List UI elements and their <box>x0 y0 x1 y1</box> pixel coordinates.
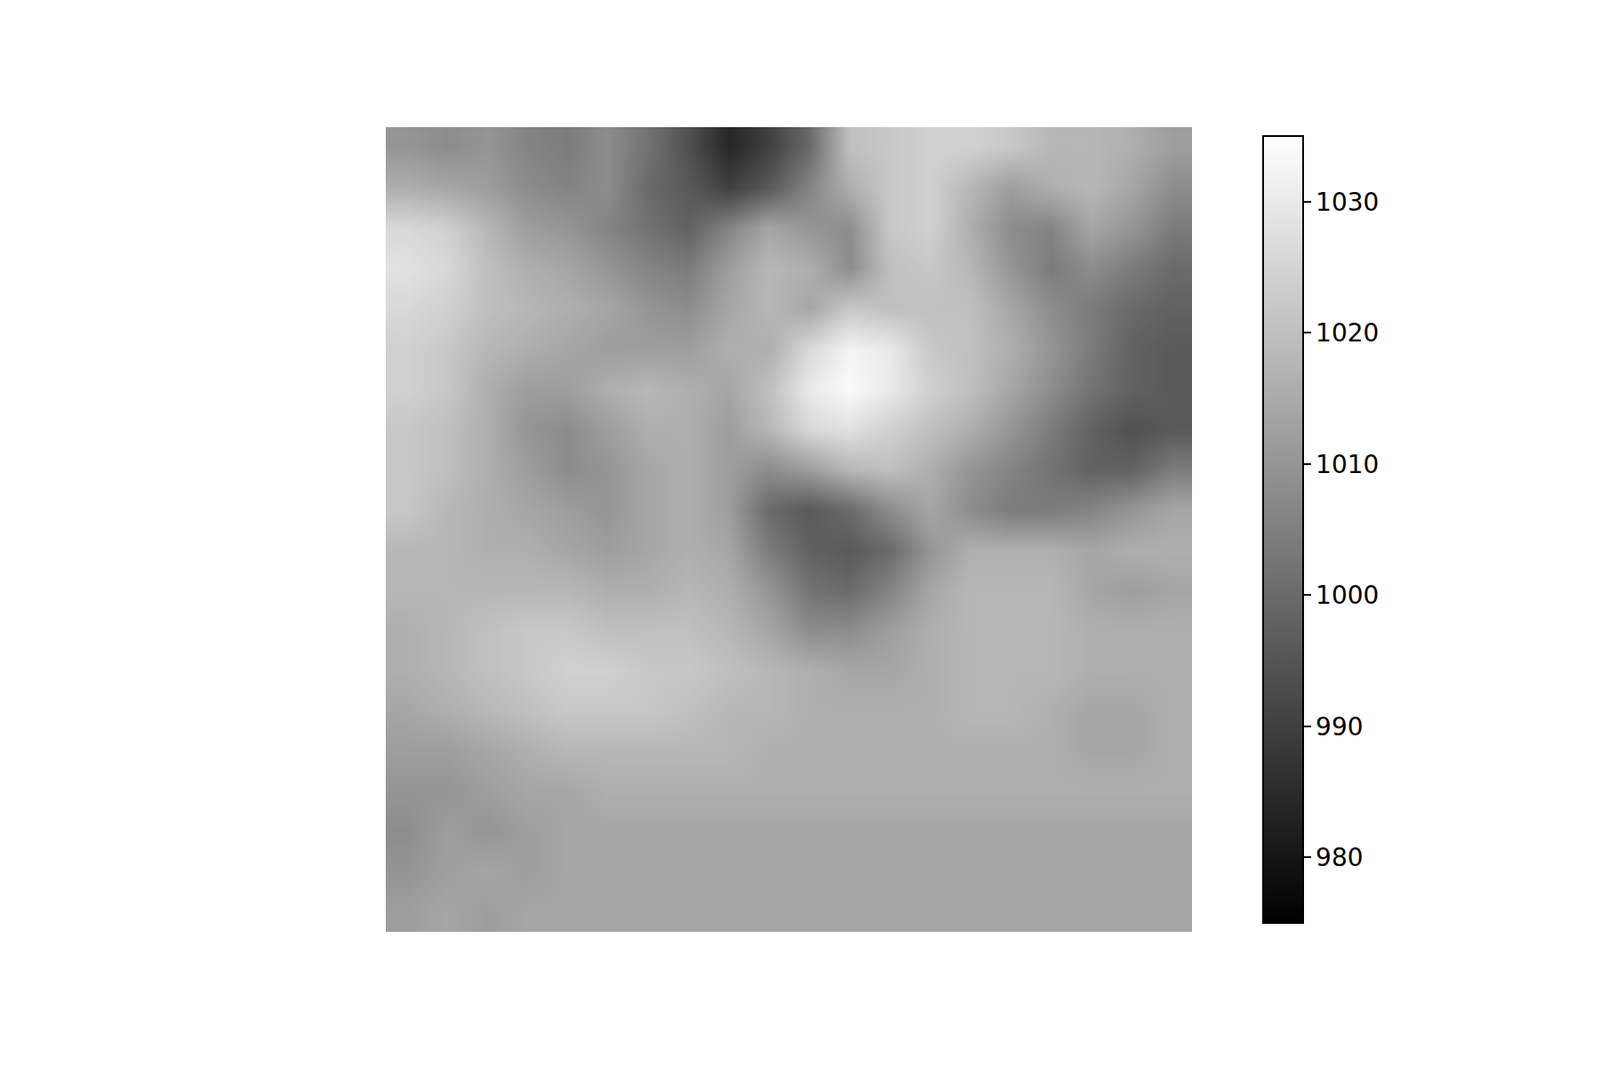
svg-text:1030: 1030 <box>1315 187 1379 217</box>
svg-text:990: 990 <box>1315 712 1363 742</box>
svg-text:980: 980 <box>1315 842 1363 872</box>
svg-text:1000: 1000 <box>1315 580 1379 610</box>
svg-text:1010: 1010 <box>1315 449 1379 480</box>
svg-text:1020: 1020 <box>1315 318 1379 348</box>
